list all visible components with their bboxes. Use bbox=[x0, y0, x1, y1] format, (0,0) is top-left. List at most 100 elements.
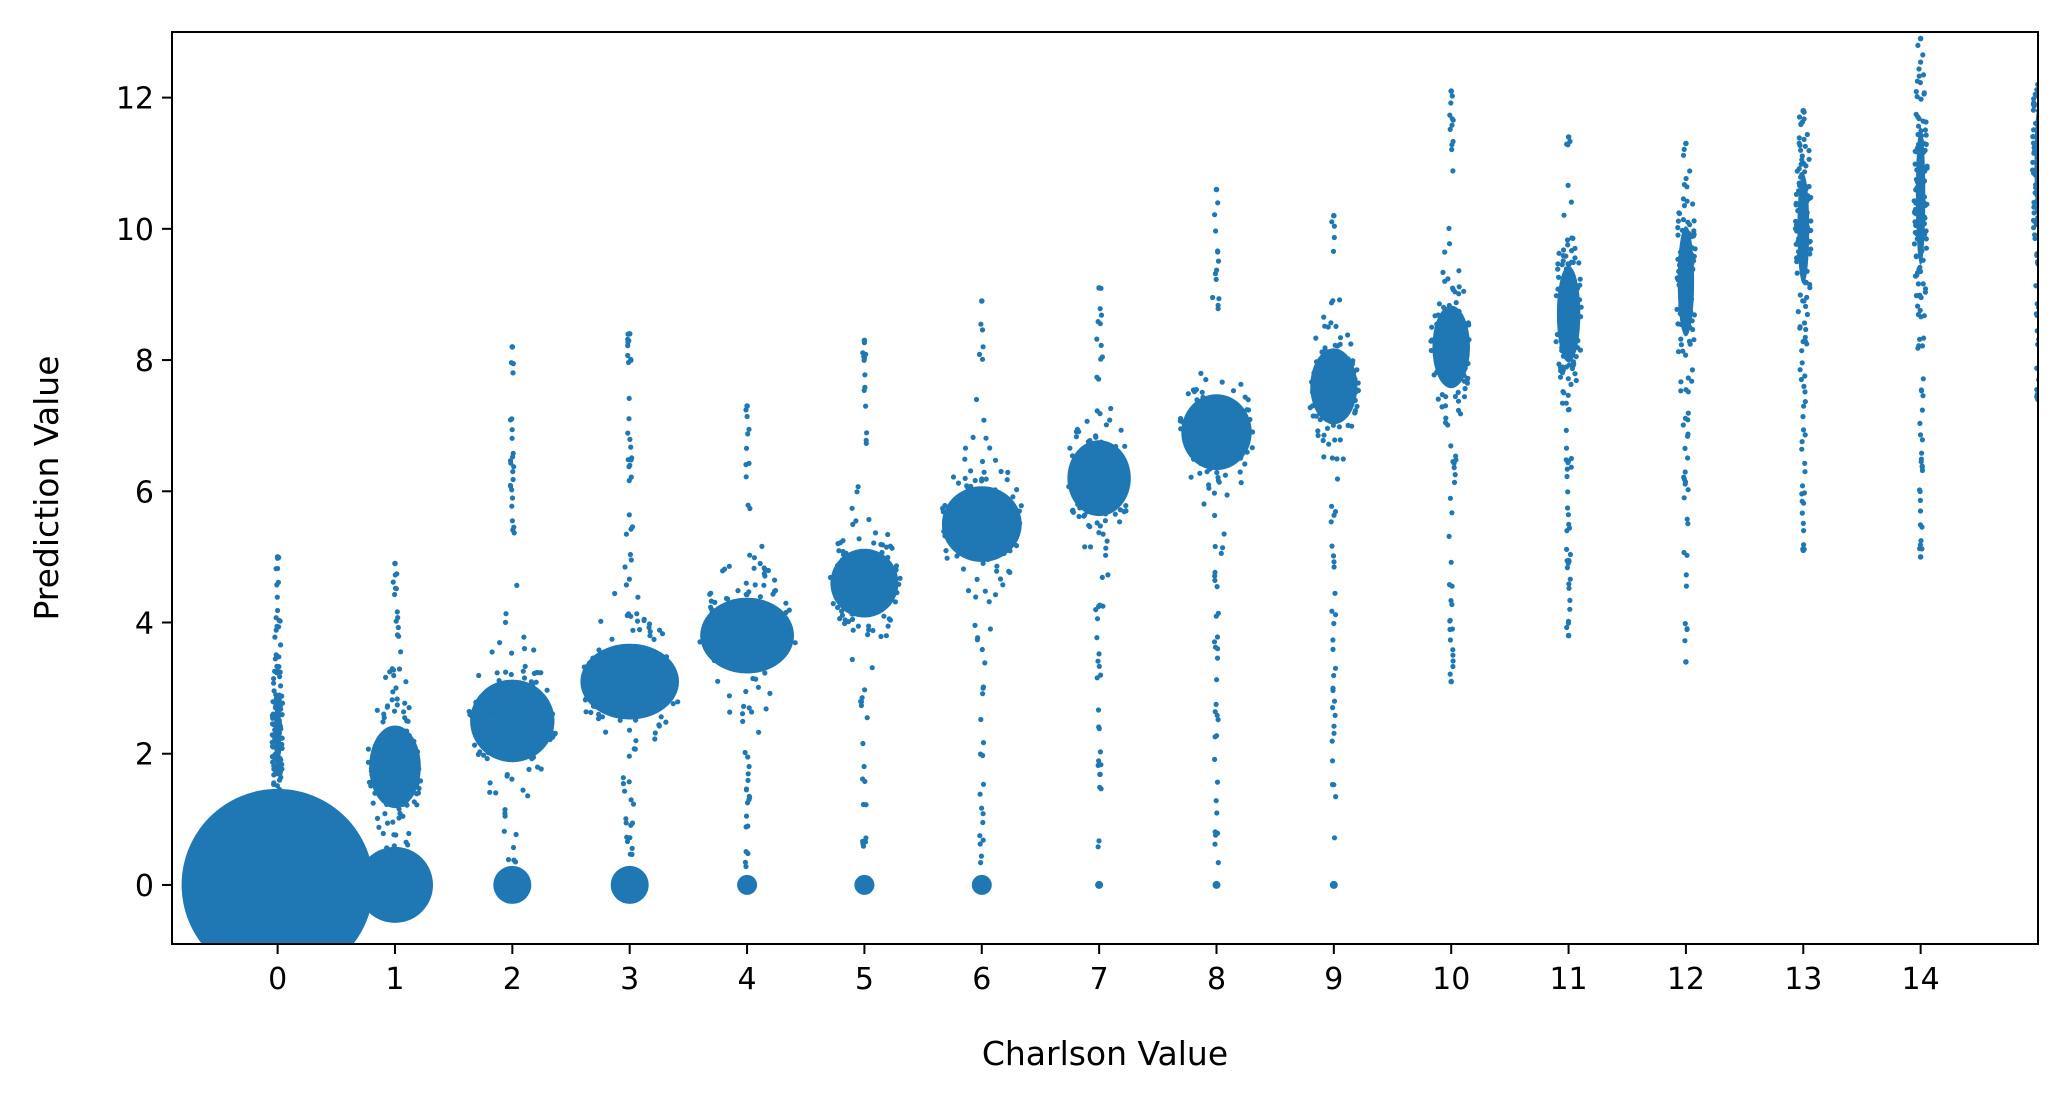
data-point-507 bbox=[588, 709, 594, 716]
data-point-367 bbox=[530, 741, 536, 747]
data-point-1217 bbox=[1215, 860, 1221, 866]
data-point-758 bbox=[830, 601, 836, 607]
data-point-1881 bbox=[1802, 399, 1808, 405]
x-tick-label: 1 bbox=[385, 962, 404, 997]
data-point-745 bbox=[837, 582, 843, 588]
data-point-302 bbox=[525, 793, 531, 799]
data-point-595 bbox=[731, 641, 738, 647]
data-point-2098 bbox=[1919, 524, 1925, 530]
data-point-1148 bbox=[1210, 294, 1216, 301]
data-point-161 bbox=[389, 697, 395, 703]
data-point-215 bbox=[369, 772, 375, 778]
data-point-212 bbox=[390, 667, 397, 673]
data-point-387 bbox=[497, 714, 503, 720]
data-point-165 bbox=[370, 800, 376, 806]
data-point-123 bbox=[273, 769, 279, 775]
data-point-2185 bbox=[2039, 148, 2044, 153]
data-point-406 bbox=[519, 692, 525, 698]
data-point-401 bbox=[520, 787, 526, 793]
data-point-896 bbox=[992, 487, 998, 493]
data-point-935 bbox=[991, 541, 997, 547]
data-point-49 bbox=[271, 680, 277, 686]
data-point-1124 bbox=[1212, 212, 1218, 218]
data-point-2105 bbox=[2040, 207, 2045, 212]
data-point-1250 bbox=[1216, 409, 1222, 415]
data-point-690 bbox=[711, 637, 717, 643]
data-point-207 bbox=[384, 845, 390, 851]
data-point-1537 bbox=[1448, 559, 1454, 565]
data-point-358 bbox=[480, 727, 486, 733]
data-point-589 bbox=[755, 684, 762, 690]
data-point-1862 bbox=[1796, 140, 1802, 146]
max-point-2 bbox=[509, 344, 516, 350]
data-point-105 bbox=[271, 780, 277, 786]
data-point-431 bbox=[651, 636, 657, 643]
data-point-825 bbox=[852, 575, 858, 581]
data-point-1560 bbox=[1553, 293, 1559, 299]
data-point-2046 bbox=[1913, 206, 1919, 212]
max-point-8 bbox=[1213, 186, 1220, 193]
data-point-1353 bbox=[1321, 454, 1327, 460]
data-point-672 bbox=[702, 644, 709, 651]
data-point-479 bbox=[658, 714, 664, 720]
data-point-510 bbox=[661, 696, 667, 702]
data-point-399 bbox=[527, 734, 533, 740]
data-point-82 bbox=[274, 623, 280, 630]
data-point-1488 bbox=[1449, 93, 1455, 99]
data-point-1668 bbox=[1575, 338, 1581, 344]
data-point-605 bbox=[783, 609, 789, 616]
x-tick-label: 6 bbox=[972, 962, 991, 997]
data-point-658 bbox=[749, 616, 756, 622]
data-point-812 bbox=[863, 437, 869, 443]
data-point-1171 bbox=[1212, 573, 1218, 579]
data-point-2009 bbox=[1915, 281, 1921, 287]
data-point-438 bbox=[647, 633, 653, 639]
data-point-916 bbox=[994, 563, 1000, 569]
data-point-1513 bbox=[1462, 347, 1468, 353]
data-point-1845 bbox=[1801, 528, 1807, 534]
data-point-129 bbox=[272, 634, 278, 640]
data-point-394 bbox=[480, 734, 486, 740]
data-point-669 bbox=[741, 703, 747, 710]
data-point-1809 bbox=[1687, 264, 1693, 270]
data-point-1459 bbox=[1451, 465, 1457, 471]
data-point-642 bbox=[745, 431, 751, 437]
data-point-2214 bbox=[2030, 107, 2036, 113]
data-point-593 bbox=[711, 628, 717, 635]
data-point-1191 bbox=[1233, 404, 1239, 410]
data-point-924 bbox=[1004, 477, 1010, 483]
data-point-464 bbox=[626, 512, 632, 518]
data-point-697 bbox=[708, 590, 714, 596]
data-point-779 bbox=[871, 540, 877, 546]
data-point-1811 bbox=[1679, 297, 1685, 303]
min-point-6 bbox=[979, 882, 985, 888]
data-point-1135 bbox=[1225, 417, 1231, 423]
data-point-1073 bbox=[1119, 487, 1125, 493]
data-point-1399 bbox=[1343, 396, 1349, 402]
data-point-2202 bbox=[2040, 172, 2045, 177]
data-point-172 bbox=[396, 815, 402, 821]
data-point-1804 bbox=[1683, 230, 1689, 237]
max-point-13 bbox=[1800, 107, 1807, 114]
data-point-1277 bbox=[1329, 386, 1335, 392]
data-point-1017 bbox=[1123, 503, 1129, 509]
data-point-1071 bbox=[1095, 497, 1102, 503]
data-point-808 bbox=[839, 608, 845, 614]
data-point-1091 bbox=[1103, 447, 1109, 453]
data-point-1470 bbox=[1447, 495, 1453, 501]
max-point-4 bbox=[744, 403, 750, 409]
data-point-547 bbox=[656, 691, 662, 697]
data-point-1982 bbox=[1921, 221, 1927, 227]
data-point-1795 bbox=[1681, 146, 1687, 152]
data-point-223 bbox=[390, 579, 396, 585]
data-point-613 bbox=[760, 638, 767, 644]
data-point-1377 bbox=[1343, 412, 1349, 418]
data-point-143 bbox=[401, 709, 407, 715]
data-point-680 bbox=[708, 606, 715, 612]
data-point-1282 bbox=[1313, 335, 1319, 341]
data-point-2193 bbox=[2040, 180, 2045, 185]
data-point-262 bbox=[416, 785, 422, 792]
data-point-543 bbox=[628, 356, 634, 362]
data-point-1757 bbox=[1685, 219, 1691, 225]
data-point-526 bbox=[626, 395, 632, 401]
